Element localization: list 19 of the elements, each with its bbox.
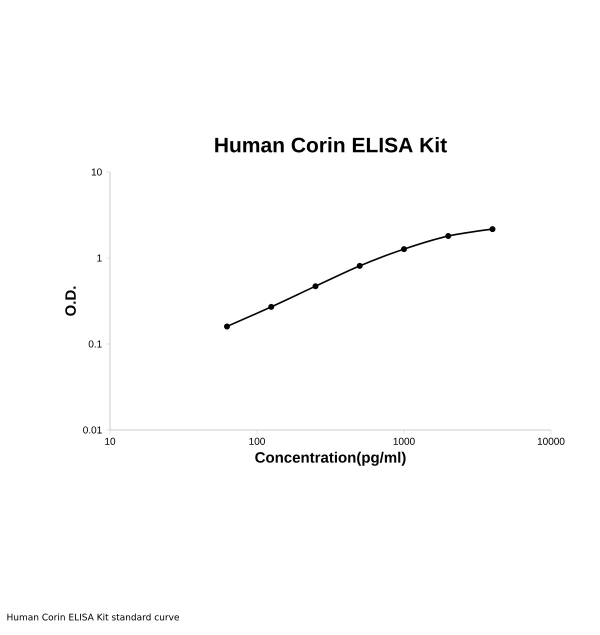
x-tick-label: 1000 [394,438,415,445]
y-tick-label: 1 [97,254,102,262]
point [224,323,230,330]
y-axis-title: O.D. [65,286,76,316]
y-tick-label: 0.1 [88,340,102,348]
point [312,283,318,290]
x-tick-label: 100 [249,438,265,445]
chart-title: Human Corin ELISA Kit [215,137,447,152]
point [356,262,363,269]
y-tick-label: 0.01 [83,426,102,434]
x-axis-title: Concentration(pg/ml) [255,452,406,466]
y-tick-label: 10 [92,168,102,176]
x-tick-label: 10000 [538,438,564,445]
point [445,233,452,240]
point [268,304,274,310]
text: Human Corin ELISA Kit standard curve [7,614,179,620]
point [489,226,496,232]
x-tick-label: 10 [105,438,116,445]
point [400,246,407,252]
